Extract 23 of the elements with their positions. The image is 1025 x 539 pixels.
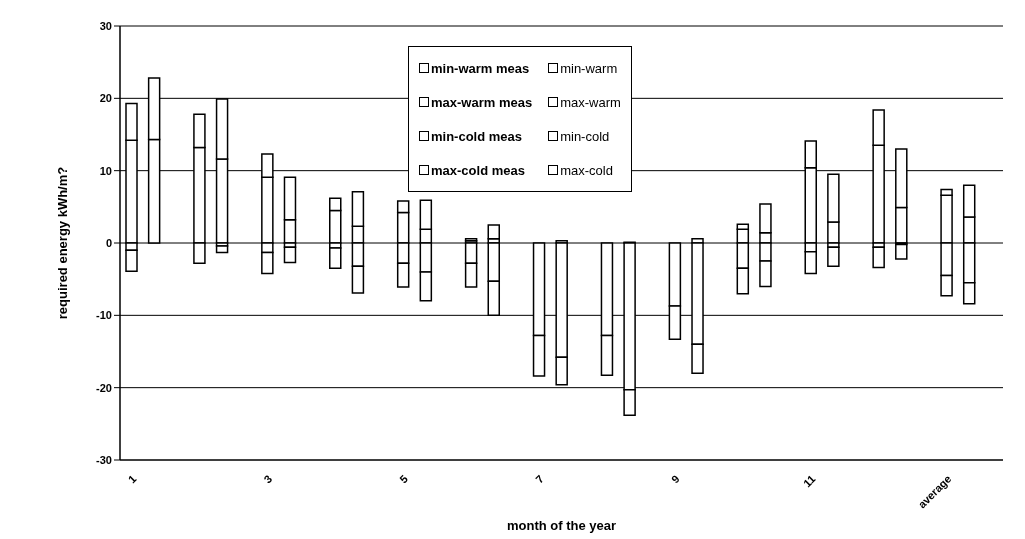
y-axis-title: required energy kWh/m? — [54, 166, 70, 320]
x-tick-label: 3 — [261, 472, 275, 486]
legend-label: max-cold — [560, 162, 613, 178]
y-tick-label: 10 — [99, 164, 112, 177]
legend-label: min-warm meas — [431, 60, 530, 76]
x-tick-label: 1 — [125, 472, 139, 486]
legend-label: min-warm — [560, 60, 618, 76]
x-tick-label: 7 — [533, 472, 546, 486]
y-tick-label: 0 — [105, 236, 112, 249]
y-tick-label: -10 — [96, 309, 112, 322]
legend-label: max-warm — [560, 94, 621, 110]
legend-label: min-cold — [560, 128, 610, 144]
x-tick-label: 9 — [668, 472, 682, 486]
legend-label: min-cold meas — [431, 128, 523, 144]
y-tick-label: 20 — [99, 92, 112, 105]
x-axis-title: month of the year — [506, 518, 617, 533]
x-tick-label: 5 — [397, 472, 411, 486]
x-tick-label: 11 — [800, 472, 818, 490]
legend-label: max-cold meas — [431, 162, 525, 178]
y-tick-label: -30 — [96, 453, 112, 466]
y-tick-label: -20 — [96, 381, 112, 394]
y-tick-label: 30 — [99, 19, 112, 32]
legend-label: max-warm meas — [431, 94, 533, 110]
